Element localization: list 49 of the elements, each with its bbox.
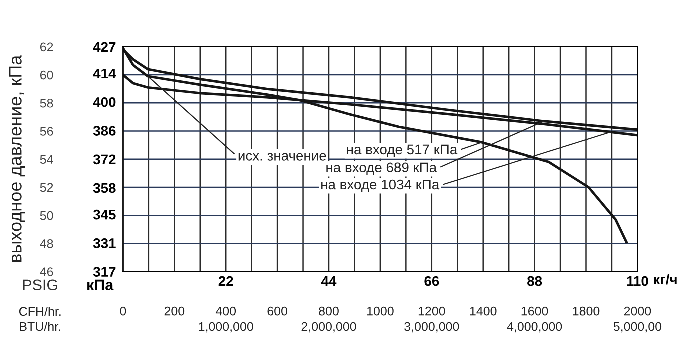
x-tick-label: 0 xyxy=(120,306,126,316)
x2-tick-label: 44 xyxy=(321,276,337,286)
y2-tick-label: 414 xyxy=(93,68,116,79)
text: BTU/hr. xyxy=(20,322,60,332)
text: 5,000,00 xyxy=(614,322,662,333)
y2-tick-label: 358 xyxy=(93,183,116,194)
text: 2,000,000 xyxy=(302,322,356,333)
y-tick-label: 60 xyxy=(40,70,54,80)
x2-tick-label: 110 xyxy=(627,276,648,286)
x-tick-label: 1600 xyxy=(522,306,548,316)
x-axis-title: CFH/hr. xyxy=(19,306,61,316)
y2-tick-label: 317 xyxy=(93,267,116,278)
text: 1,000,000 xyxy=(199,322,254,333)
y2-tick-label: 372 xyxy=(93,154,116,165)
y-tick-label: 50 xyxy=(40,211,54,220)
y-tick-label: 54 xyxy=(40,155,54,164)
x2-tick-label: 88 xyxy=(528,276,542,286)
x-tick-label: 800 xyxy=(319,306,339,316)
x-tick-label: 400 xyxy=(216,306,236,316)
x-tick-label: 600 xyxy=(268,306,288,316)
x-tick-label: 1200 xyxy=(418,306,446,316)
legend-label: на входе 517 кПа xyxy=(347,144,458,158)
x-tick-label: 2000 xyxy=(624,306,652,316)
text: на входе 1034 кПа xyxy=(322,180,440,192)
y2-tick-label: 427 xyxy=(93,42,116,52)
text: 4,000,000 xyxy=(507,322,562,333)
x2-tick-label: 22 xyxy=(218,276,234,286)
y-tick-label: 48 xyxy=(40,240,54,248)
y-tick-label: 46 xyxy=(40,268,54,276)
y-tick-label: 52 xyxy=(40,183,54,192)
y2-tick-label: 331 xyxy=(93,238,116,248)
x2-axis-title: кг/ч xyxy=(654,274,677,285)
text: PSIG xyxy=(23,280,58,291)
x-tick-label: 200 xyxy=(164,306,185,316)
y2-tick-label: 345 xyxy=(93,210,116,220)
y2-tick-label: 400 xyxy=(93,97,116,108)
x-tick-label: 1800 xyxy=(573,306,600,316)
y-tick-label: 62 xyxy=(40,42,54,52)
x-tick-label: 1400 xyxy=(470,306,497,316)
y-tick-label: 56 xyxy=(40,127,54,136)
text: кПа xyxy=(88,280,114,291)
text: на входе 689 кПа xyxy=(326,162,438,176)
y2-tick-label: 386 xyxy=(93,126,116,136)
x-tick-label: 1000 xyxy=(368,306,394,316)
annotation: исх. значение xyxy=(238,153,326,161)
y-axis-title: выходное давление, кПа xyxy=(9,55,26,262)
y-tick-label: 58 xyxy=(40,98,54,108)
x2-tick-label: 66 xyxy=(424,276,440,286)
text: 3,000,000 xyxy=(404,322,460,333)
